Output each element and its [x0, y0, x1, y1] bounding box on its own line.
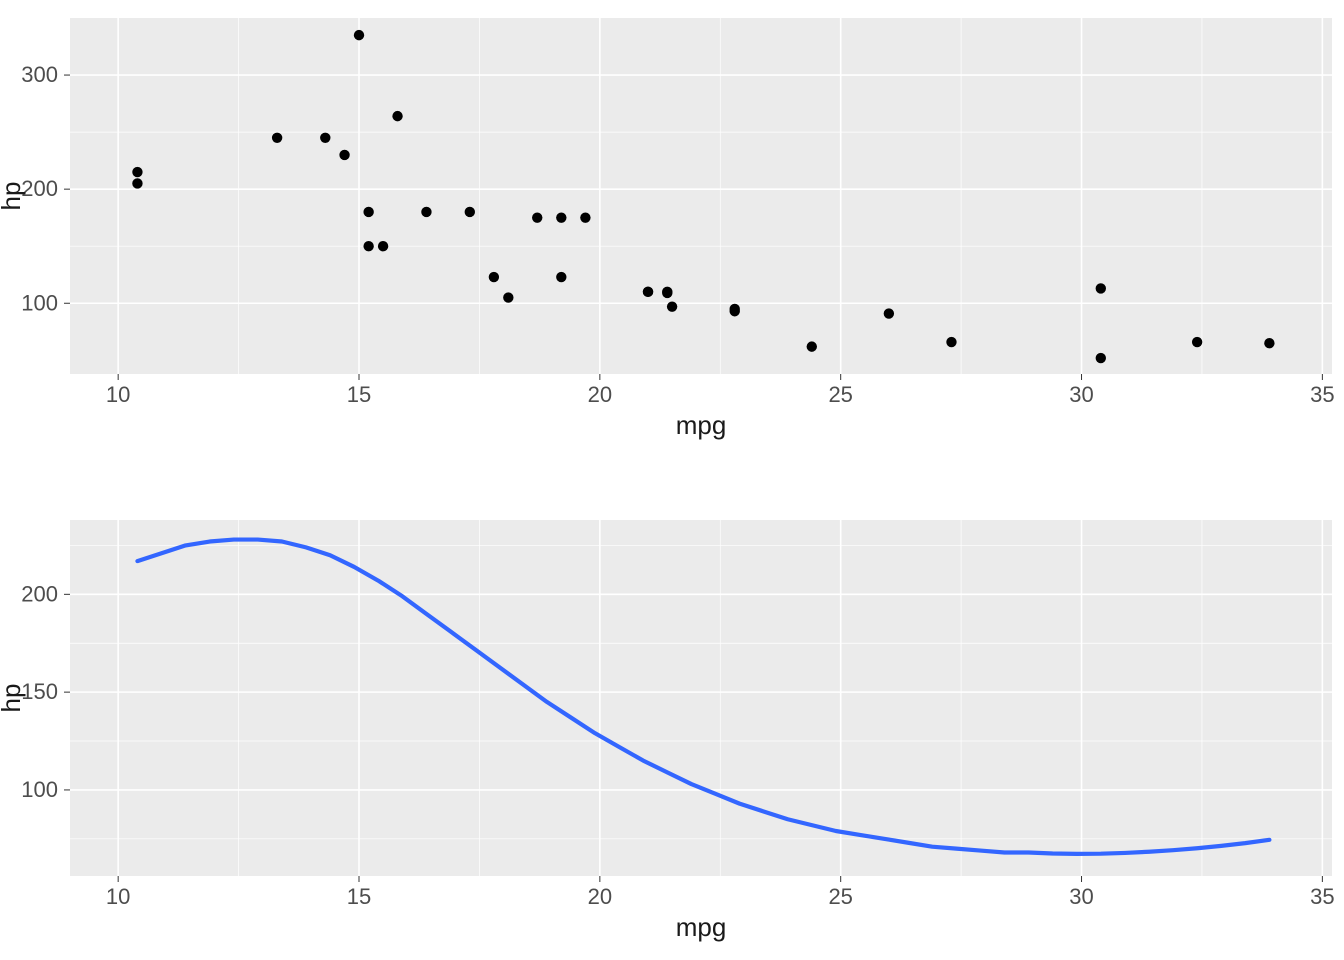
x-axis-label: mpg: [676, 912, 727, 942]
scatter-point: [272, 133, 282, 143]
scatter-point: [1096, 283, 1106, 293]
figure: 101520253035100200300mpghp10152025303510…: [0, 0, 1344, 960]
x-tick-label: 15: [347, 884, 371, 909]
scatter-point: [884, 308, 894, 318]
scatter-point: [1264, 338, 1274, 348]
scatter-point: [643, 287, 653, 297]
x-tick-label: 15: [347, 382, 371, 407]
scatter-point: [363, 207, 373, 217]
line-chart-background: [70, 520, 1332, 876]
scatter-point: [580, 212, 590, 222]
scatter-point: [556, 272, 566, 282]
x-tick-label: 25: [828, 884, 852, 909]
scatter-point: [465, 207, 475, 217]
y-tick-label: 150: [21, 679, 58, 704]
y-axis-label: hp: [0, 182, 26, 211]
scatter-point: [503, 292, 513, 302]
scatter-point: [730, 304, 740, 314]
scatter-point: [421, 207, 431, 217]
scatter-point: [339, 150, 349, 160]
scatter-point: [662, 288, 672, 298]
y-tick-label: 100: [21, 290, 58, 315]
x-tick-label: 30: [1069, 884, 1093, 909]
scatter-point: [667, 301, 677, 311]
x-tick-label: 30: [1069, 382, 1093, 407]
x-tick-label: 20: [588, 382, 612, 407]
scatter-point: [354, 30, 364, 40]
scatter-point: [532, 212, 542, 222]
x-tick-label: 20: [588, 884, 612, 909]
x-tick-label: 10: [106, 382, 130, 407]
y-axis-label: hp: [0, 684, 26, 713]
y-tick-label: 200: [21, 581, 58, 606]
scatter-chart-background: [70, 18, 1332, 374]
scatter-point: [807, 341, 817, 351]
y-tick-label: 200: [21, 176, 58, 201]
line-chart: 10 15 20 25 30 35 100 150 200 mpg hp: [0, 520, 1335, 942]
scatter-chart: 10 15 20 25 30 35 100 200 300 mpg hp: [0, 18, 1335, 440]
scatter-point: [392, 111, 402, 121]
scatter-point: [320, 133, 330, 143]
figure-svg: 101520253035100200300mpghp10152025303510…: [0, 0, 1344, 960]
x-tick-label: 35: [1310, 382, 1334, 407]
scatter-point: [378, 241, 388, 251]
scatter-point: [556, 212, 566, 222]
scatter-point: [1192, 337, 1202, 347]
scatter-point: [1096, 353, 1106, 363]
x-tick-label: 35: [1310, 884, 1334, 909]
scatter-point: [946, 337, 956, 347]
x-tick-label: 25: [828, 382, 852, 407]
scatter-point: [132, 167, 142, 177]
scatter-point: [489, 272, 499, 282]
scatter-point: [363, 241, 373, 251]
x-tick-label: 10: [106, 884, 130, 909]
y-tick-label: 100: [21, 777, 58, 802]
scatter-point: [132, 178, 142, 188]
x-axis-label: mpg: [676, 410, 727, 440]
y-tick-label: 300: [21, 62, 58, 87]
